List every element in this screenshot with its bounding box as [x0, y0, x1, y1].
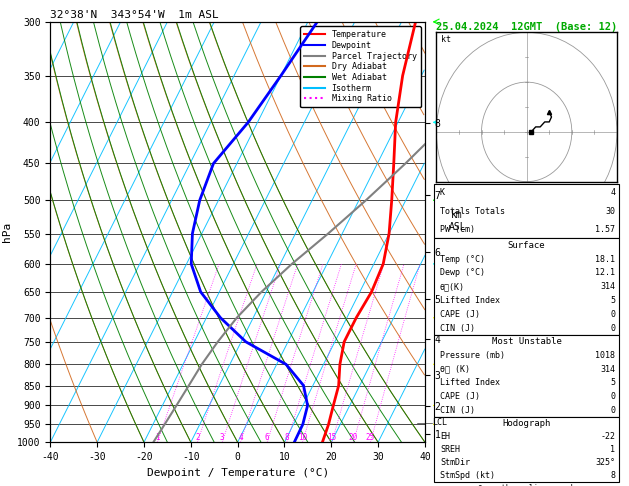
Text: CIN (J): CIN (J)	[440, 324, 475, 332]
Text: 314: 314	[600, 282, 615, 291]
Text: 25: 25	[366, 433, 375, 442]
Text: CAPE (J): CAPE (J)	[440, 392, 480, 401]
Text: 12.1: 12.1	[595, 268, 615, 278]
Bar	[435, 417, 619, 482]
Text: Surface: Surface	[508, 241, 545, 250]
Text: Dewp (°C): Dewp (°C)	[440, 268, 485, 278]
Y-axis label: km
ASL: km ASL	[448, 210, 466, 232]
Text: Most Unstable: Most Unstable	[492, 337, 562, 347]
Text: LCL: LCL	[432, 418, 447, 427]
Text: 30: 30	[605, 207, 615, 216]
Text: -22: -22	[600, 432, 615, 441]
Text: 3: 3	[220, 433, 225, 442]
Text: Lifted Index: Lifted Index	[440, 379, 500, 387]
Text: θᴇ(K): θᴇ(K)	[440, 282, 465, 291]
X-axis label: Dewpoint / Temperature (°C): Dewpoint / Temperature (°C)	[147, 468, 329, 478]
Text: 4: 4	[610, 189, 615, 197]
Text: 0: 0	[610, 392, 615, 401]
Text: Temp (°C): Temp (°C)	[440, 255, 485, 263]
Text: 20: 20	[348, 433, 358, 442]
Y-axis label: hPa: hPa	[1, 222, 11, 242]
Text: CIN (J): CIN (J)	[440, 406, 475, 415]
Text: 32°38'N  343°54'W  1m ASL: 32°38'N 343°54'W 1m ASL	[50, 10, 219, 20]
Text: 5: 5	[610, 296, 615, 305]
Text: Totals Totals: Totals Totals	[440, 207, 505, 216]
Text: 5: 5	[610, 379, 615, 387]
Text: Pressure (mb): Pressure (mb)	[440, 351, 505, 360]
Text: 1: 1	[610, 445, 615, 454]
Text: 18.1: 18.1	[595, 255, 615, 263]
Text: 1.57: 1.57	[595, 225, 615, 234]
Text: EH: EH	[440, 432, 450, 441]
Text: Lifted Index: Lifted Index	[440, 296, 500, 305]
Text: 0: 0	[610, 310, 615, 319]
Text: PW (cm): PW (cm)	[440, 225, 475, 234]
Bar	[435, 238, 619, 335]
Text: K: K	[440, 189, 445, 197]
Text: 0: 0	[610, 406, 615, 415]
Text: 25.04.2024  12GMT  (Base: 12): 25.04.2024 12GMT (Base: 12)	[436, 22, 617, 32]
Bar	[435, 335, 619, 417]
Text: 10: 10	[298, 433, 307, 442]
Text: StmSpd (kt): StmSpd (kt)	[440, 471, 495, 480]
Text: StmDir: StmDir	[440, 458, 470, 467]
Bar	[435, 184, 619, 238]
Text: © weatheronline.co.uk: © weatheronline.co.uk	[478, 484, 575, 486]
Text: 8: 8	[284, 433, 289, 442]
Text: 15: 15	[327, 433, 337, 442]
Text: θᴇ (K): θᴇ (K)	[440, 364, 470, 374]
Text: 325°: 325°	[595, 458, 615, 467]
Text: 2: 2	[195, 433, 200, 442]
Text: 1018: 1018	[595, 351, 615, 360]
Text: 8: 8	[610, 471, 615, 480]
Text: Hodograph: Hodograph	[503, 419, 551, 428]
Text: 0: 0	[610, 324, 615, 332]
Text: 6: 6	[265, 433, 269, 442]
Text: 314: 314	[600, 364, 615, 374]
Text: 1: 1	[155, 433, 160, 442]
Text: CAPE (J): CAPE (J)	[440, 310, 480, 319]
Legend: Temperature, Dewpoint, Parcel Trajectory, Dry Adiabat, Wet Adiabat, Isotherm, Mi: Temperature, Dewpoint, Parcel Trajectory…	[300, 26, 421, 107]
Text: SREH: SREH	[440, 445, 460, 454]
Text: 4: 4	[238, 433, 243, 442]
